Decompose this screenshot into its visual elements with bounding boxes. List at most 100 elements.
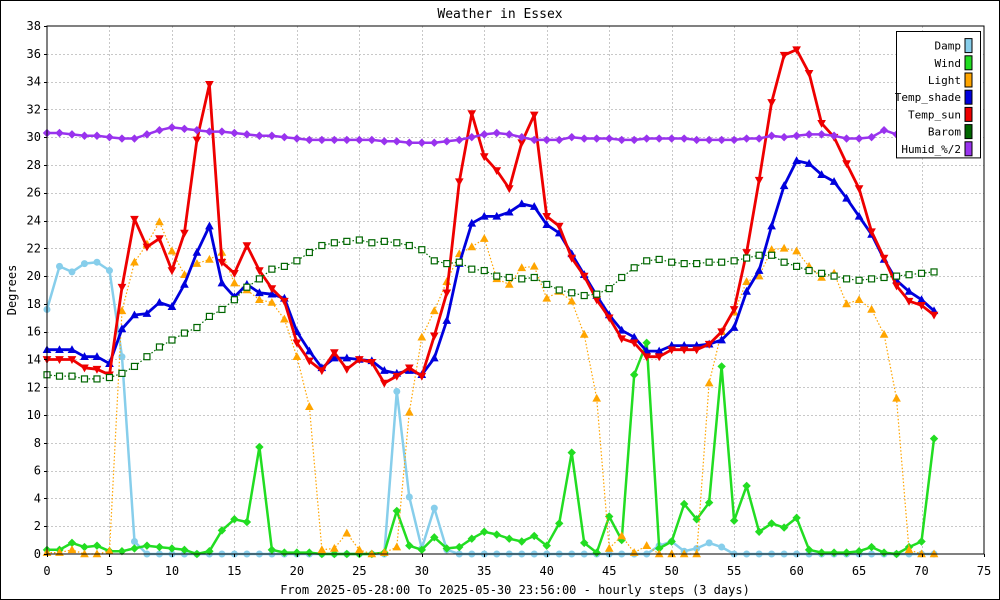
data-point-barom (368, 239, 376, 247)
data-point-temp-sun (879, 254, 889, 263)
data-point-barom (468, 265, 476, 273)
data-point-barom (705, 258, 713, 266)
legend-swatch (964, 89, 973, 105)
legend-label: Wind (935, 57, 962, 70)
data-point-barom (143, 353, 151, 361)
data-point-temp-sun (379, 379, 389, 388)
data-point-damp (130, 537, 138, 545)
data-point-humid-2 (267, 131, 277, 140)
data-point-temp-shade (205, 221, 214, 230)
data-point-temp-sun (280, 297, 289, 306)
data-point-humid-2 (854, 134, 864, 143)
data-point-temp-shade (854, 211, 864, 220)
legend-label: Humid_%/2 (901, 143, 961, 156)
data-point-temp-sun (417, 372, 427, 381)
data-point-temp-shade (117, 324, 127, 333)
data-point-humid-2 (130, 134, 139, 143)
data-point-light (504, 279, 514, 288)
data-point-wind (717, 362, 726, 371)
data-point-wind (629, 370, 639, 379)
data-point-temp-shade (192, 247, 202, 256)
data-point-light (205, 254, 214, 263)
data-point-temp-sun (180, 229, 189, 238)
data-point-light (155, 217, 164, 226)
data-point-damp (55, 262, 63, 270)
data-point-barom (430, 257, 438, 265)
data-point-light (892, 393, 901, 402)
data-point-humid-2 (242, 130, 252, 139)
data-point-light (180, 270, 189, 279)
data-point-humid-2 (654, 134, 664, 143)
data-point-temp-sun (617, 335, 627, 344)
data-point-wind (205, 547, 214, 556)
data-point-temp-sun (155, 235, 164, 244)
legend-swatch (964, 72, 973, 88)
data-point-barom (842, 275, 851, 283)
data-point-light (117, 306, 127, 315)
data-point-barom (743, 254, 751, 262)
x-tick-label: 45 (602, 564, 616, 578)
data-point-temp-sun (629, 339, 639, 348)
data-point-temp-sun (779, 51, 789, 60)
data-point-barom (530, 273, 538, 282)
data-point-barom (618, 273, 626, 282)
data-point-temp-sun (842, 160, 851, 169)
data-point-humid-2 (317, 135, 327, 145)
data-point-humid-2 (642, 134, 651, 143)
x-tick-label: 40 (540, 564, 554, 578)
data-point-temp-sun (729, 306, 739, 314)
data-point-wind (530, 531, 539, 541)
data-point-barom (568, 289, 576, 297)
data-point-temp-sun (255, 267, 264, 276)
x-tick-label: 10 (165, 564, 179, 578)
data-point-humid-2 (355, 135, 364, 145)
x-tick-label: 55 (727, 564, 741, 578)
data-point-temp-sun (692, 346, 702, 355)
data-point-humid-2 (305, 135, 314, 145)
data-point-humid-2 (679, 134, 689, 143)
data-point-barom (293, 257, 301, 265)
data-point-barom (668, 258, 676, 266)
data-point-temp-shade (717, 335, 726, 344)
data-point-light (317, 545, 327, 554)
data-point-light (704, 378, 714, 387)
data-point-wind (792, 513, 801, 523)
data-point-barom (455, 258, 463, 266)
data-point-barom (180, 329, 189, 337)
data-point-barom (693, 260, 701, 268)
data-point-temp-sun (554, 222, 564, 231)
data-point-temp-shade (804, 159, 814, 167)
data-point-temp-shade (829, 177, 839, 185)
data-point-barom (305, 248, 313, 257)
data-point-light (479, 234, 489, 242)
data-point-temp-shade (329, 353, 339, 362)
data-point-temp-shade (180, 279, 189, 288)
data-point-temp-shade (305, 346, 314, 355)
data-point-barom (318, 241, 326, 250)
series-layer (42, 46, 939, 559)
legend-label: Temp_shade (895, 91, 961, 104)
data-point-wind (392, 506, 402, 516)
data-point-temp-sun (454, 178, 464, 187)
data-point-temp-sun (67, 356, 77, 365)
x-tick-label: 35 (477, 564, 491, 578)
x-tick-label: 0 (43, 564, 50, 578)
data-point-barom (518, 275, 526, 283)
data-point-temp-sun (792, 46, 801, 55)
data-point-humid-2 (542, 135, 551, 145)
data-point-temp-shade (255, 288, 264, 297)
data-point-humid-2 (405, 138, 414, 147)
data-point-temp-sun (354, 356, 364, 365)
data-point-temp-shade (142, 309, 152, 317)
data-point-barom (755, 251, 763, 259)
data-point-humid-2 (704, 135, 714, 145)
data-point-barom (905, 271, 913, 279)
data-point-damp (68, 268, 76, 276)
series-line-light (47, 221, 934, 555)
data-point-barom (543, 280, 551, 289)
data-point-barom (380, 237, 388, 245)
data-point-temp-shade (217, 278, 227, 287)
plot-area-border (46, 25, 985, 555)
data-point-barom (630, 264, 638, 272)
